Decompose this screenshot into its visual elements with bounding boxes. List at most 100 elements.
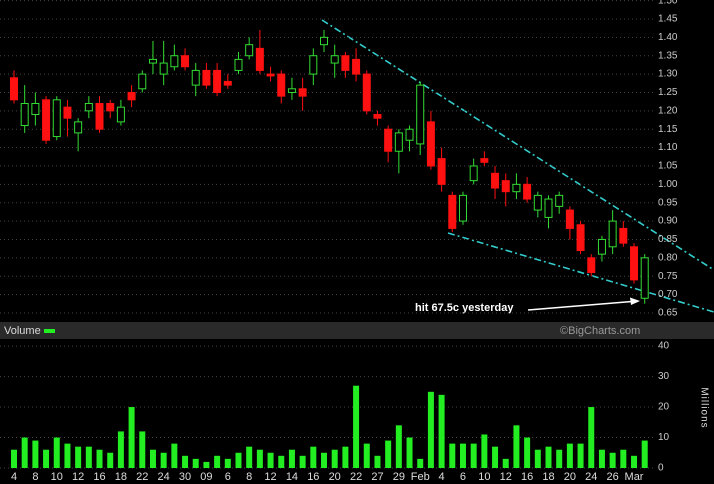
y-tick-label: 30 xyxy=(658,371,670,382)
candle-body xyxy=(138,73,147,90)
y-tick-label: 10 xyxy=(658,432,670,443)
x-tick-label: 22 xyxy=(136,471,148,483)
bar xyxy=(299,455,306,468)
bar xyxy=(470,443,477,468)
x-tick-label: 16 xyxy=(93,471,105,483)
arrow-head xyxy=(630,297,640,305)
y-tick-label: 1.10 xyxy=(658,142,678,153)
y-axis-label: Millions xyxy=(698,387,709,428)
annotation-arrow xyxy=(527,300,633,311)
candle-body xyxy=(341,55,350,71)
x-tick-label: 4 xyxy=(439,471,445,483)
candle-body xyxy=(213,69,222,93)
candle-body xyxy=(597,238,606,255)
candle-body xyxy=(42,99,51,141)
candle-body xyxy=(320,36,329,46)
x-tick-label: 14 xyxy=(286,471,298,483)
candle-body xyxy=(630,246,639,281)
bar xyxy=(192,458,199,468)
x-tick-label: 12 xyxy=(72,471,84,483)
candle-body xyxy=(20,102,29,127)
x-tick-label: 29 xyxy=(393,471,405,483)
bar xyxy=(278,455,285,468)
bar xyxy=(85,446,92,468)
y-tick-label: 1.50 xyxy=(658,0,678,6)
candle-body xyxy=(84,102,93,112)
bar xyxy=(449,443,456,468)
bar xyxy=(11,449,17,468)
legend-swatch xyxy=(44,329,55,333)
x-tick-label: 27 xyxy=(371,471,383,483)
candle-body xyxy=(458,194,467,222)
candle-body xyxy=(394,132,403,152)
bar xyxy=(459,443,466,468)
candle-body xyxy=(106,102,115,112)
trendline xyxy=(321,19,714,271)
bar xyxy=(117,431,124,468)
watermark: ©BigCharts.com xyxy=(560,325,640,337)
candle-body xyxy=(587,257,596,274)
candle-body xyxy=(352,58,361,75)
candle-body xyxy=(63,106,72,119)
bar xyxy=(502,458,509,468)
bar xyxy=(588,407,595,468)
x-tick-label: 20 xyxy=(329,471,341,483)
bar xyxy=(246,446,253,468)
candle-body xyxy=(565,209,574,229)
bar xyxy=(385,440,392,468)
y-tick-label: 1.45 xyxy=(658,14,678,25)
legend-label: Volume xyxy=(4,325,41,337)
y-tick-label: 1.20 xyxy=(658,105,678,116)
bar xyxy=(363,443,370,468)
candle-body xyxy=(31,102,40,116)
bar xyxy=(395,425,402,468)
y-tick-label: 20 xyxy=(658,402,670,413)
y-tick-label: 1.40 xyxy=(658,32,678,43)
candle-body xyxy=(191,69,200,86)
x-tick-label: 12 xyxy=(500,471,512,483)
candle-body xyxy=(245,44,254,57)
candle-body xyxy=(255,47,264,71)
x-tick-label: 24 xyxy=(158,471,170,483)
candle-body xyxy=(480,158,489,163)
bar xyxy=(513,425,520,468)
bar xyxy=(128,407,135,468)
x-tick-label: 8 xyxy=(246,471,252,483)
bar xyxy=(224,458,231,468)
bar xyxy=(256,449,263,468)
bar xyxy=(321,452,328,468)
bar xyxy=(107,452,114,468)
candle-body xyxy=(437,158,446,185)
candle-body xyxy=(608,220,617,248)
bar xyxy=(556,449,563,468)
bar xyxy=(182,455,189,468)
candle-body xyxy=(362,73,371,112)
y-tick-label: 0.70 xyxy=(658,289,678,300)
candle-body xyxy=(533,194,542,211)
candle-body xyxy=(501,180,510,193)
candle-body xyxy=(640,257,649,299)
x-tick-label: 18 xyxy=(542,471,554,483)
y-tick-label: 0.95 xyxy=(658,197,678,208)
candle-body xyxy=(170,55,179,68)
bar xyxy=(342,446,349,468)
y-tick-label: 1.00 xyxy=(658,179,678,190)
x-tick-label: 12 xyxy=(264,471,276,483)
candle-body xyxy=(416,84,425,145)
bar xyxy=(577,443,584,468)
y-tick-label: 1.05 xyxy=(658,161,678,172)
trendline xyxy=(447,232,714,313)
candle-body xyxy=(405,128,414,141)
bar xyxy=(21,437,28,468)
candle-body xyxy=(202,69,211,86)
x-tick-label: 6 xyxy=(225,471,231,483)
candle-body xyxy=(287,88,296,93)
y-tick-label: 1.35 xyxy=(658,50,678,61)
y-tick-label: 40 xyxy=(658,341,670,352)
x-tick-label: 26 xyxy=(607,471,619,483)
y-tick-label: 1.30 xyxy=(658,69,678,80)
candle-body xyxy=(127,91,136,101)
bar xyxy=(43,449,50,468)
candle-body xyxy=(159,62,168,75)
